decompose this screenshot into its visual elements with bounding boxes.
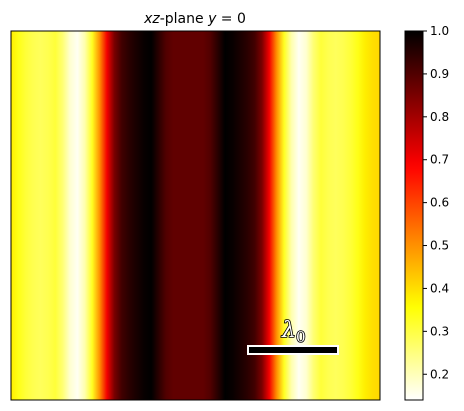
- colorbar-ticks: 0.2 0.3 0.4 0.5 0.6 0.7 0.8 0.9 1.0: [423, 24, 449, 381]
- title-condition-val: 0: [237, 11, 246, 27]
- title-plane-prefix: xz: [143, 11, 160, 27]
- colorbar-frame: [404, 30, 424, 401]
- title-condition-op: =: [216, 11, 237, 27]
- scalebar-label: λ0: [281, 318, 306, 346]
- plot-frame: [10, 30, 381, 401]
- colorbar-tick-label: 0.2: [430, 367, 449, 381]
- colorbar-tick-label: 0.5: [430, 239, 449, 253]
- chart-title: xz-plane y = 0: [143, 11, 246, 27]
- colorbar-tick-label: 0.4: [430, 281, 449, 295]
- colorbar: [405, 31, 423, 400]
- title-condition-var: y: [207, 11, 217, 27]
- colorbar-tick-label: 0.9: [430, 67, 449, 81]
- colorbar-tick-label: 0.8: [430, 110, 449, 124]
- title-plane-suffix: -plane: [160, 11, 208, 27]
- colorbar-tick-label: 0.7: [430, 153, 449, 167]
- colorbar-tick-label: 1.0: [430, 24, 449, 38]
- scalebar-label-subscript: 0: [296, 328, 306, 346]
- colorbar-tick-label: 0.6: [430, 196, 449, 210]
- heatmap-field: [11, 31, 380, 400]
- scalebar-label-symbol: λ: [281, 318, 296, 343]
- colorbar-tick-label: 0.3: [430, 324, 449, 338]
- scalebar: [247, 345, 339, 355]
